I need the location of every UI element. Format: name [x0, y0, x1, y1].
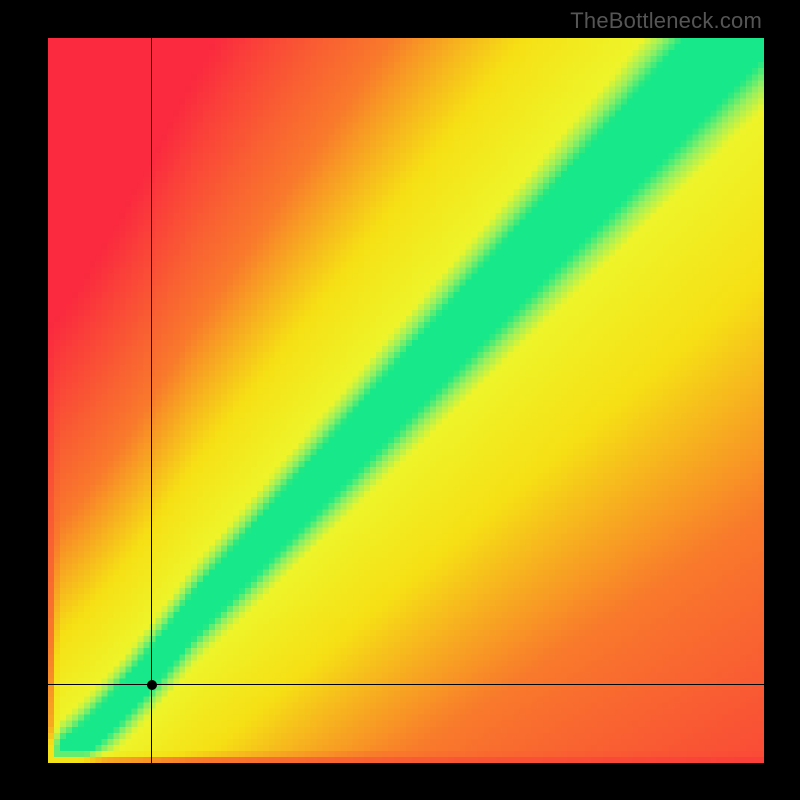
marker-point [147, 680, 157, 690]
watermark-text: TheBottleneck.com [570, 8, 762, 34]
chart-root: TheBottleneck.com [0, 0, 800, 800]
crosshair-vertical [151, 38, 152, 763]
heatmap-canvas [48, 38, 764, 763]
